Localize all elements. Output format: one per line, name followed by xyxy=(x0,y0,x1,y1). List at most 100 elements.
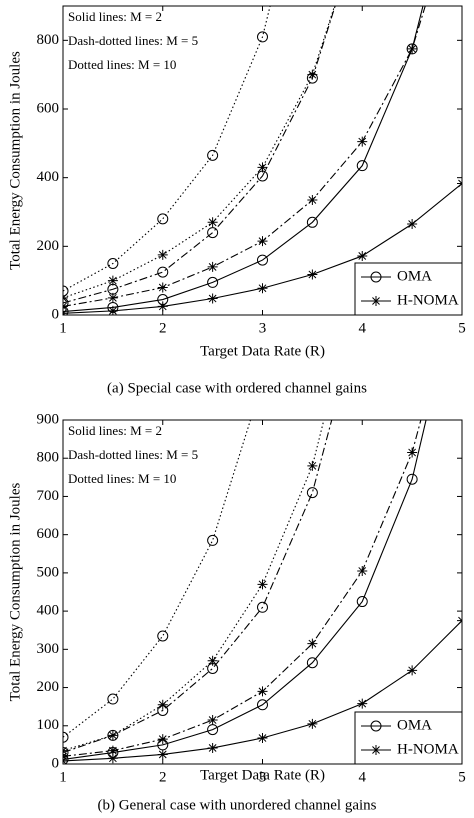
marker xyxy=(370,271,382,283)
annotation: Dotted lines: M = 10 xyxy=(68,57,176,72)
marker xyxy=(63,292,68,303)
marker xyxy=(107,258,119,269)
marker xyxy=(307,269,318,280)
marker xyxy=(63,731,69,743)
marker xyxy=(107,305,118,315)
series-line xyxy=(63,420,422,757)
marker xyxy=(207,149,219,161)
y-tick-label: 300 xyxy=(37,641,60,657)
y-tick-label: 400 xyxy=(37,603,60,619)
y-tick-label: 100 xyxy=(37,717,60,733)
marker xyxy=(207,293,218,304)
marker xyxy=(107,693,119,705)
marker xyxy=(157,699,168,710)
marker xyxy=(207,261,218,272)
legend-box xyxy=(354,711,463,765)
y-tick-label: 800 xyxy=(37,450,60,466)
marker xyxy=(207,715,218,726)
legend-label: OMA xyxy=(397,268,432,284)
marker xyxy=(157,249,168,260)
marker xyxy=(357,250,368,261)
marker xyxy=(257,733,268,744)
x-tick-label: 3 xyxy=(259,769,267,785)
y-tick-label: 900 xyxy=(37,411,60,427)
marker xyxy=(406,473,418,485)
marker xyxy=(407,447,418,458)
legend-label: H-NOMA xyxy=(397,741,459,757)
marker xyxy=(157,282,168,293)
x-tick-label: 4 xyxy=(359,320,367,336)
y-tick-label: 500 xyxy=(37,564,60,580)
marker xyxy=(306,657,318,669)
marker xyxy=(157,301,168,312)
marker xyxy=(107,745,118,756)
y-tick-label: 200 xyxy=(37,238,60,254)
marker xyxy=(63,285,69,297)
marker xyxy=(63,297,69,309)
marker xyxy=(306,216,318,228)
marker xyxy=(371,745,381,755)
y-tick-label: 600 xyxy=(37,526,60,542)
marker xyxy=(257,236,268,247)
x-tick-label: 1 xyxy=(59,769,67,785)
x-tick-label: 5 xyxy=(458,769,466,785)
marker xyxy=(357,136,368,147)
marker xyxy=(457,615,462,626)
marker xyxy=(307,718,318,729)
caption: (a) Special case with ordered channel ga… xyxy=(107,380,367,396)
caption: (b) General case with unordered channel … xyxy=(97,797,376,813)
marker xyxy=(207,276,219,288)
marker xyxy=(257,601,268,613)
y-tick-label: 600 xyxy=(37,100,60,116)
marker xyxy=(107,730,118,741)
marker xyxy=(157,213,169,225)
marker xyxy=(457,178,462,189)
marker xyxy=(257,254,268,266)
y-tick-label: 0 xyxy=(52,306,60,322)
marker xyxy=(157,734,168,745)
marker xyxy=(157,749,168,760)
marker xyxy=(257,579,268,590)
marker xyxy=(257,283,268,294)
marker xyxy=(407,219,418,230)
marker xyxy=(371,296,381,306)
marker xyxy=(407,665,418,676)
plot-area xyxy=(63,420,462,764)
marker xyxy=(107,275,118,286)
marker xyxy=(157,630,169,642)
marker xyxy=(63,301,68,312)
marker xyxy=(157,266,169,278)
x-axis-label: Target Data Rate (R) xyxy=(200,343,325,359)
x-axis-label: Target Data Rate (R) xyxy=(200,767,325,783)
x-tick-label: 2 xyxy=(159,769,167,785)
y-tick-label: 700 xyxy=(37,488,60,504)
marker xyxy=(257,686,268,697)
x-tick-label: 4 xyxy=(359,769,367,785)
marker xyxy=(63,745,68,756)
marker xyxy=(307,638,318,649)
annotation: Solid lines: M = 2 xyxy=(68,423,162,438)
marker xyxy=(207,227,219,239)
marker xyxy=(357,565,368,576)
marker xyxy=(207,217,218,228)
y-axis-label: Total Energy Consumption in Joules xyxy=(7,51,23,270)
marker xyxy=(207,655,218,666)
y-tick-label: 200 xyxy=(37,679,60,695)
series-line xyxy=(63,420,427,760)
series-line xyxy=(63,420,333,754)
marker xyxy=(370,720,382,732)
marker xyxy=(207,534,219,546)
marker xyxy=(257,699,268,711)
legend-label: H-NOMA xyxy=(397,292,459,308)
annotation: Dash-dotted lines: M = 5 xyxy=(68,33,198,48)
annotation: Dotted lines: M = 10 xyxy=(68,471,176,486)
x-tick-label: 3 xyxy=(259,320,267,336)
marker xyxy=(356,596,368,608)
marker xyxy=(63,747,69,759)
marker xyxy=(257,31,268,43)
y-tick-label: 400 xyxy=(37,169,60,185)
marker xyxy=(307,460,318,471)
marker xyxy=(307,69,318,80)
x-tick-label: 5 xyxy=(458,320,466,336)
